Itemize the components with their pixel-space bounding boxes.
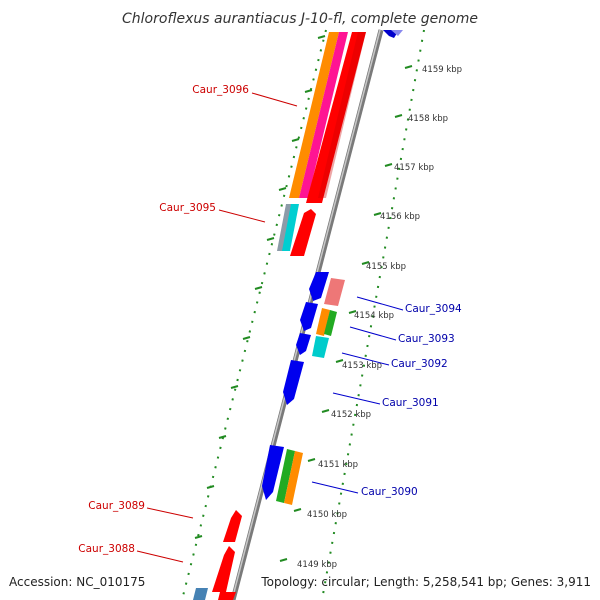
callout-lines (136, 92, 404, 563)
callout-line-caur-3096 (251, 92, 298, 107)
gene-arrow[interactable] (276, 449, 295, 503)
tick-mark (394, 114, 403, 118)
tick-label: 4155 kbp (366, 262, 406, 272)
tick-label: 4149 kbp (297, 560, 337, 570)
gene-arrow[interactable] (324, 278, 345, 306)
gene-label-caur-3092[interactable]: Caur_3092 (391, 358, 448, 370)
inner-tick-mark (278, 187, 287, 191)
callout-line-caur-3092 (341, 352, 390, 366)
callout-line-caur-3094 (356, 296, 404, 311)
callout-line-caur-3089 (146, 507, 194, 519)
tick-group: 4159 kbp 4158 kbp 4157 kbp 4156 kbp 4155… (279, 65, 462, 570)
tick-label: 4151 kbp (318, 460, 358, 470)
inner-tick-mark (254, 286, 263, 290)
inner-tick-mark (218, 435, 227, 439)
callout-line-caur-3088 (136, 550, 184, 563)
gene-arrow[interactable] (212, 546, 235, 592)
tick-mark (384, 163, 393, 167)
gene-arrow[interactable] (282, 204, 299, 251)
tick-mark (348, 310, 357, 314)
inner-tick-mark (206, 485, 215, 489)
gene-arrow[interactable] (309, 272, 329, 301)
topology-text: Topology: circular; Length: 5,258,541 bp… (260, 575, 591, 589)
tick-label: 4157 kbp (394, 163, 434, 173)
inner-tick-mark (291, 138, 300, 142)
gene-labels: Caur_3096 Caur_3095 Caur_3094 Caur_3093 … (78, 84, 462, 555)
gene-arrow[interactable] (283, 360, 304, 405)
tick-mark (373, 212, 382, 216)
tick-mark (335, 359, 344, 363)
tick-mark (293, 508, 302, 512)
inner-tick-group (194, 35, 326, 539)
callout-line-caur-3090 (311, 481, 359, 494)
gene-label-caur-3088[interactable]: Caur_3088 (78, 543, 135, 555)
callout-line-caur-3091 (332, 392, 381, 405)
gene-label-caur-3090[interactable]: Caur_3090 (361, 486, 418, 498)
tick-mark (361, 261, 370, 265)
gene-label-caur-3094[interactable]: Caur_3094 (405, 303, 462, 315)
gene-shading (318, 32, 366, 198)
callout-line-caur-3093 (349, 326, 397, 341)
gene-arrow[interactable] (284, 451, 303, 505)
tick-label: 4154 kbp (354, 311, 394, 321)
callout-line-caur-3095 (218, 209, 266, 223)
tick-mark (321, 409, 330, 413)
tick-label: 4159 kbp (422, 65, 462, 75)
tick-mark (279, 558, 288, 562)
gene-label-caur-3089[interactable]: Caur_3089 (88, 500, 145, 512)
tick-label: 4156 kbp (380, 212, 420, 222)
reverse-strand-genes (193, 30, 403, 600)
gene-arrow[interactable] (306, 32, 366, 203)
gene-label-caur-3095[interactable]: Caur_3095 (159, 202, 216, 214)
tick-mark (404, 65, 413, 69)
tick-label: 4153 kbp (342, 361, 382, 371)
inner-tick-mark (194, 535, 203, 539)
inner-tick-mark (230, 385, 239, 389)
gene-arrow[interactable] (300, 302, 318, 331)
accession-text: Accession: NC_010175 (9, 575, 145, 589)
inner-tick-mark (317, 35, 326, 39)
gene-arrow[interactable] (312, 336, 329, 358)
tick-mark (307, 458, 316, 462)
tick-label: 4158 kbp (408, 114, 448, 124)
gene-label-caur-3093[interactable]: Caur_3093 (398, 333, 455, 345)
inner-tick-mark (266, 237, 275, 241)
tick-label: 4150 kbp (307, 510, 347, 520)
gene-arrow[interactable] (289, 32, 339, 198)
forward-strand-genes (212, 32, 366, 600)
gene-arrow[interactable] (316, 308, 330, 336)
gene-arrow[interactable] (218, 592, 236, 600)
gene-label-caur-3096[interactable]: Caur_3096 (192, 84, 249, 96)
inner-tick-mark (242, 336, 251, 340)
gene-arrow[interactable] (290, 209, 316, 256)
gene-arrow[interactable] (262, 445, 284, 500)
inner-tick-mark (304, 89, 313, 93)
gene-arrow[interactable] (193, 588, 208, 600)
gene-arrow[interactable] (391, 30, 403, 36)
tick-label: 4152 kbp (331, 410, 371, 420)
gene-arrow[interactable] (296, 333, 311, 355)
map-title: Chloroflexus aurantiacus J-10-fl, comple… (122, 11, 478, 27)
gene-arrow[interactable] (324, 310, 337, 336)
gene-label-caur-3091[interactable]: Caur_3091 (382, 397, 439, 409)
gene-arrow[interactable] (299, 32, 348, 198)
gene-arrow[interactable] (223, 510, 242, 542)
